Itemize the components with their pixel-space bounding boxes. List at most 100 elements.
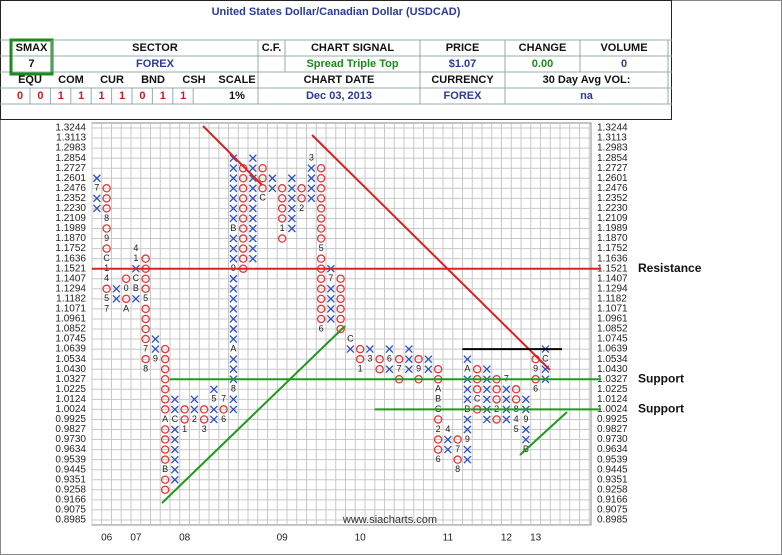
- x-box: [268, 184, 277, 193]
- y-tick-label: 1.2983: [55, 143, 86, 154]
- x-box: [229, 304, 238, 313]
- x-box: [92, 174, 101, 183]
- o-column: [297, 184, 306, 203]
- month-marker: 7: [221, 394, 226, 404]
- month-marker: 4: [514, 414, 519, 424]
- month-marker: 3: [202, 424, 207, 434]
- x-column: [385, 345, 394, 374]
- y-tick-label: 0.9445: [55, 464, 86, 475]
- x-box: [229, 254, 238, 263]
- x-column: [346, 345, 355, 354]
- y-tick-label-right: 1.0327: [597, 374, 628, 385]
- x-box: [463, 415, 472, 424]
- month-marker: 8: [143, 364, 148, 374]
- x-column: [248, 154, 257, 263]
- month-marker: 3: [309, 153, 314, 163]
- o-box: [238, 224, 248, 233]
- month-marker: C: [542, 354, 549, 364]
- month-marker: 9: [523, 414, 528, 424]
- x-box: [170, 395, 179, 404]
- x-box: [170, 425, 179, 434]
- o-box: [160, 435, 170, 444]
- y-tick-label: 1.2230: [55, 203, 86, 214]
- x-box: [170, 455, 179, 464]
- month-marker: 4: [104, 273, 109, 283]
- y-tick-label-right: 0.9351: [597, 474, 628, 485]
- x-box: [248, 204, 257, 213]
- o-box: [453, 455, 462, 464]
- x-box: [229, 234, 238, 243]
- x-tick-label: 11: [443, 533, 454, 544]
- o-box: [102, 184, 111, 193]
- y-tick-label-right: 0.9925: [597, 414, 628, 425]
- o-box: [316, 204, 326, 213]
- o-box: [316, 234, 326, 243]
- o-box: [492, 385, 501, 394]
- x-box: [229, 395, 238, 404]
- x-box: [502, 385, 511, 394]
- month-marker: 7: [143, 343, 148, 353]
- o-box: [433, 435, 443, 444]
- o-box: [277, 184, 287, 193]
- o-box: [141, 254, 150, 263]
- x-column: [170, 395, 179, 484]
- o-box: [297, 184, 306, 193]
- x-box: [229, 204, 238, 213]
- y-tick-label: 1.1752: [55, 243, 86, 254]
- o-box: [238, 163, 248, 173]
- x-column: [365, 345, 374, 354]
- y-tick-label-right: 0.9730: [597, 434, 628, 445]
- x-column: [190, 395, 199, 414]
- month-marker: C: [103, 253, 110, 263]
- month-marker: 1: [280, 223, 285, 233]
- o-column: [102, 184, 111, 294]
- y-tick-label-right: 0.9827: [597, 424, 628, 435]
- field-value: 7: [28, 58, 34, 70]
- o-box: [316, 163, 326, 173]
- y-tick-label-right: 1.2352: [597, 193, 628, 204]
- field-value: na: [580, 90, 594, 102]
- x-box: [326, 314, 335, 323]
- o-box: [316, 274, 326, 283]
- y-tick-label: 0.9166: [55, 494, 86, 505]
- month-marker: 5: [143, 293, 148, 303]
- o-box: [375, 354, 384, 364]
- o-box: [238, 173, 248, 183]
- x-box: [151, 345, 160, 354]
- month-marker: 1: [182, 424, 187, 434]
- x-column: [92, 174, 101, 213]
- x-box: [463, 355, 472, 364]
- allocation-label: COM: [58, 74, 84, 86]
- y-tick-label-right: 1.0024: [597, 404, 628, 415]
- x-box: [229, 214, 238, 223]
- month-marker: 9: [533, 364, 538, 374]
- o-box: [199, 405, 209, 414]
- y-tick-label-right: 0.9075: [597, 505, 628, 516]
- y-tick-label: 1.3244: [55, 123, 86, 134]
- x-box: [248, 194, 257, 203]
- x-tick-label: 13: [530, 533, 542, 544]
- month-marker: 0: [124, 283, 129, 293]
- plot-area: [91, 122, 592, 526]
- x-column: [151, 335, 160, 354]
- o-box: [433, 415, 443, 424]
- y-tick-label: 0.9539: [55, 454, 86, 465]
- month-marker: 7: [94, 183, 99, 193]
- trend-line: [161, 325, 346, 504]
- month-marker: 7: [104, 303, 109, 313]
- y-tick-label: 0.9730: [55, 434, 86, 445]
- month-marker: 2: [192, 414, 197, 424]
- month-marker: 7: [328, 273, 333, 283]
- x-box: [248, 184, 257, 193]
- o-column: [277, 184, 287, 243]
- y-tick-label-right: 1.2983: [597, 143, 628, 154]
- month-marker: B: [435, 394, 441, 404]
- x-box: [287, 224, 296, 233]
- o-box: [141, 304, 150, 314]
- header-box: [0, 0, 672, 120]
- month-marker: A: [230, 343, 236, 353]
- month-marker: C: [347, 333, 354, 343]
- x-box: [385, 365, 394, 374]
- o-column: [238, 163, 248, 273]
